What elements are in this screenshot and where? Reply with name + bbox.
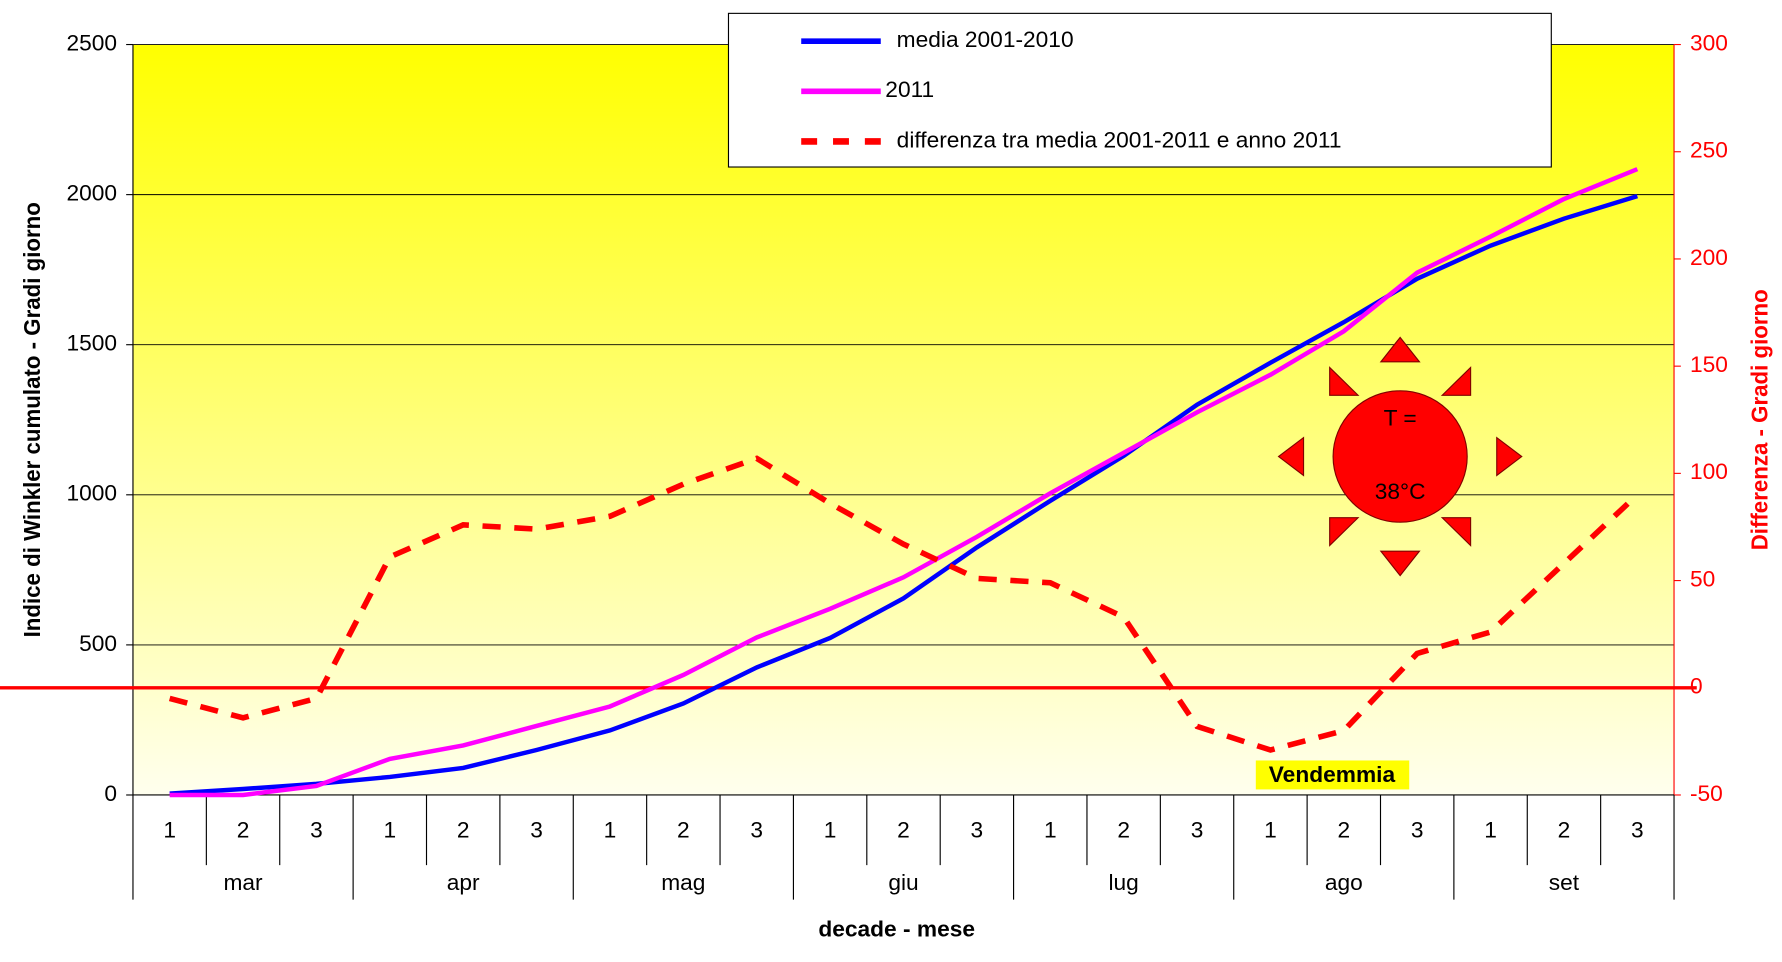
x-tick-label: 1 <box>383 818 396 843</box>
group-label: apr <box>447 870 480 895</box>
series-line <box>169 167 1639 798</box>
y2-tick-label: 300 <box>1690 31 1728 56</box>
y2-tick-label: 50 <box>1690 567 1715 592</box>
y2-tick-label: 100 <box>1690 459 1728 484</box>
x-tick-label: 3 <box>1411 818 1424 843</box>
x-tick-label: 3 <box>1191 818 1204 843</box>
x-tick-label: 2 <box>1117 818 1130 843</box>
x-tick-label: 3 <box>530 818 543 843</box>
sun-text: T = <box>1384 406 1417 431</box>
x-tick-label: 2 <box>1337 818 1350 843</box>
y-tick-label: 1000 <box>66 481 117 506</box>
x-tick-label: 1 <box>604 818 617 843</box>
vendemmia-label: Vendemmia <box>1269 762 1396 787</box>
group-label: lug <box>1108 870 1138 895</box>
y-tick-label: 1500 <box>66 331 117 356</box>
y2-axis-label: Differenza - Gradi giorno <box>1747 289 1772 550</box>
y2-tick-label: 150 <box>1690 352 1728 377</box>
group-label: giu <box>888 870 918 895</box>
x-tick-label: 1 <box>163 818 176 843</box>
series-line <box>168 455 1640 753</box>
lines <box>0 167 1697 798</box>
x-tick-label: 2 <box>1558 818 1571 843</box>
x-tick-label: 2 <box>897 818 910 843</box>
x-tick-label: 1 <box>824 818 837 843</box>
legend-label: 2011 <box>885 77 934 102</box>
y2-tick-label: 200 <box>1690 245 1728 270</box>
x-axis-label: decade - mese <box>818 917 975 942</box>
legend-label: differenza tra media 2001-2011 e anno 20… <box>897 127 1342 152</box>
x-tick-label: 1 <box>1044 818 1057 843</box>
x-tick-label: 1 <box>1484 818 1497 843</box>
x-tick-label: 3 <box>971 818 984 843</box>
x-tick-label: 3 <box>750 818 763 843</box>
y-tick-label: 2000 <box>66 181 117 206</box>
x-tick-label: 2 <box>237 818 250 843</box>
group-label: mag <box>661 870 705 895</box>
x-tick-label: 2 <box>457 818 470 843</box>
sun-text: 38°C <box>1375 479 1426 504</box>
x-tick-label: 3 <box>1631 818 1644 843</box>
y2-tick-label: -50 <box>1690 781 1723 806</box>
sun <box>1277 336 1523 577</box>
grid <box>126 43 1681 900</box>
y-tick-label: 500 <box>79 631 117 656</box>
legend-entries: media 2001-2010 2011 differenza tra media … <box>801 27 1342 152</box>
vendemmia-box <box>1255 760 1410 790</box>
group-label: mar <box>223 870 263 895</box>
x-tick-label: 1 <box>1264 818 1277 843</box>
group-label: ago <box>1325 870 1363 895</box>
legend-label: media 2001-2010 <box>897 27 1074 52</box>
y-axis-label: Indice di Winkler cumulato - Gradi giorn… <box>20 202 45 637</box>
group-label: set <box>1549 870 1580 895</box>
x-tick-label: 2 <box>677 818 690 843</box>
y-tick-label: 2500 <box>66 31 117 56</box>
y2-tick-label: 250 <box>1690 138 1728 163</box>
y-tick-label: 0 <box>104 781 117 806</box>
x-tick-label: 3 <box>310 818 323 843</box>
y2-tick-label: 0 <box>1690 674 1703 699</box>
